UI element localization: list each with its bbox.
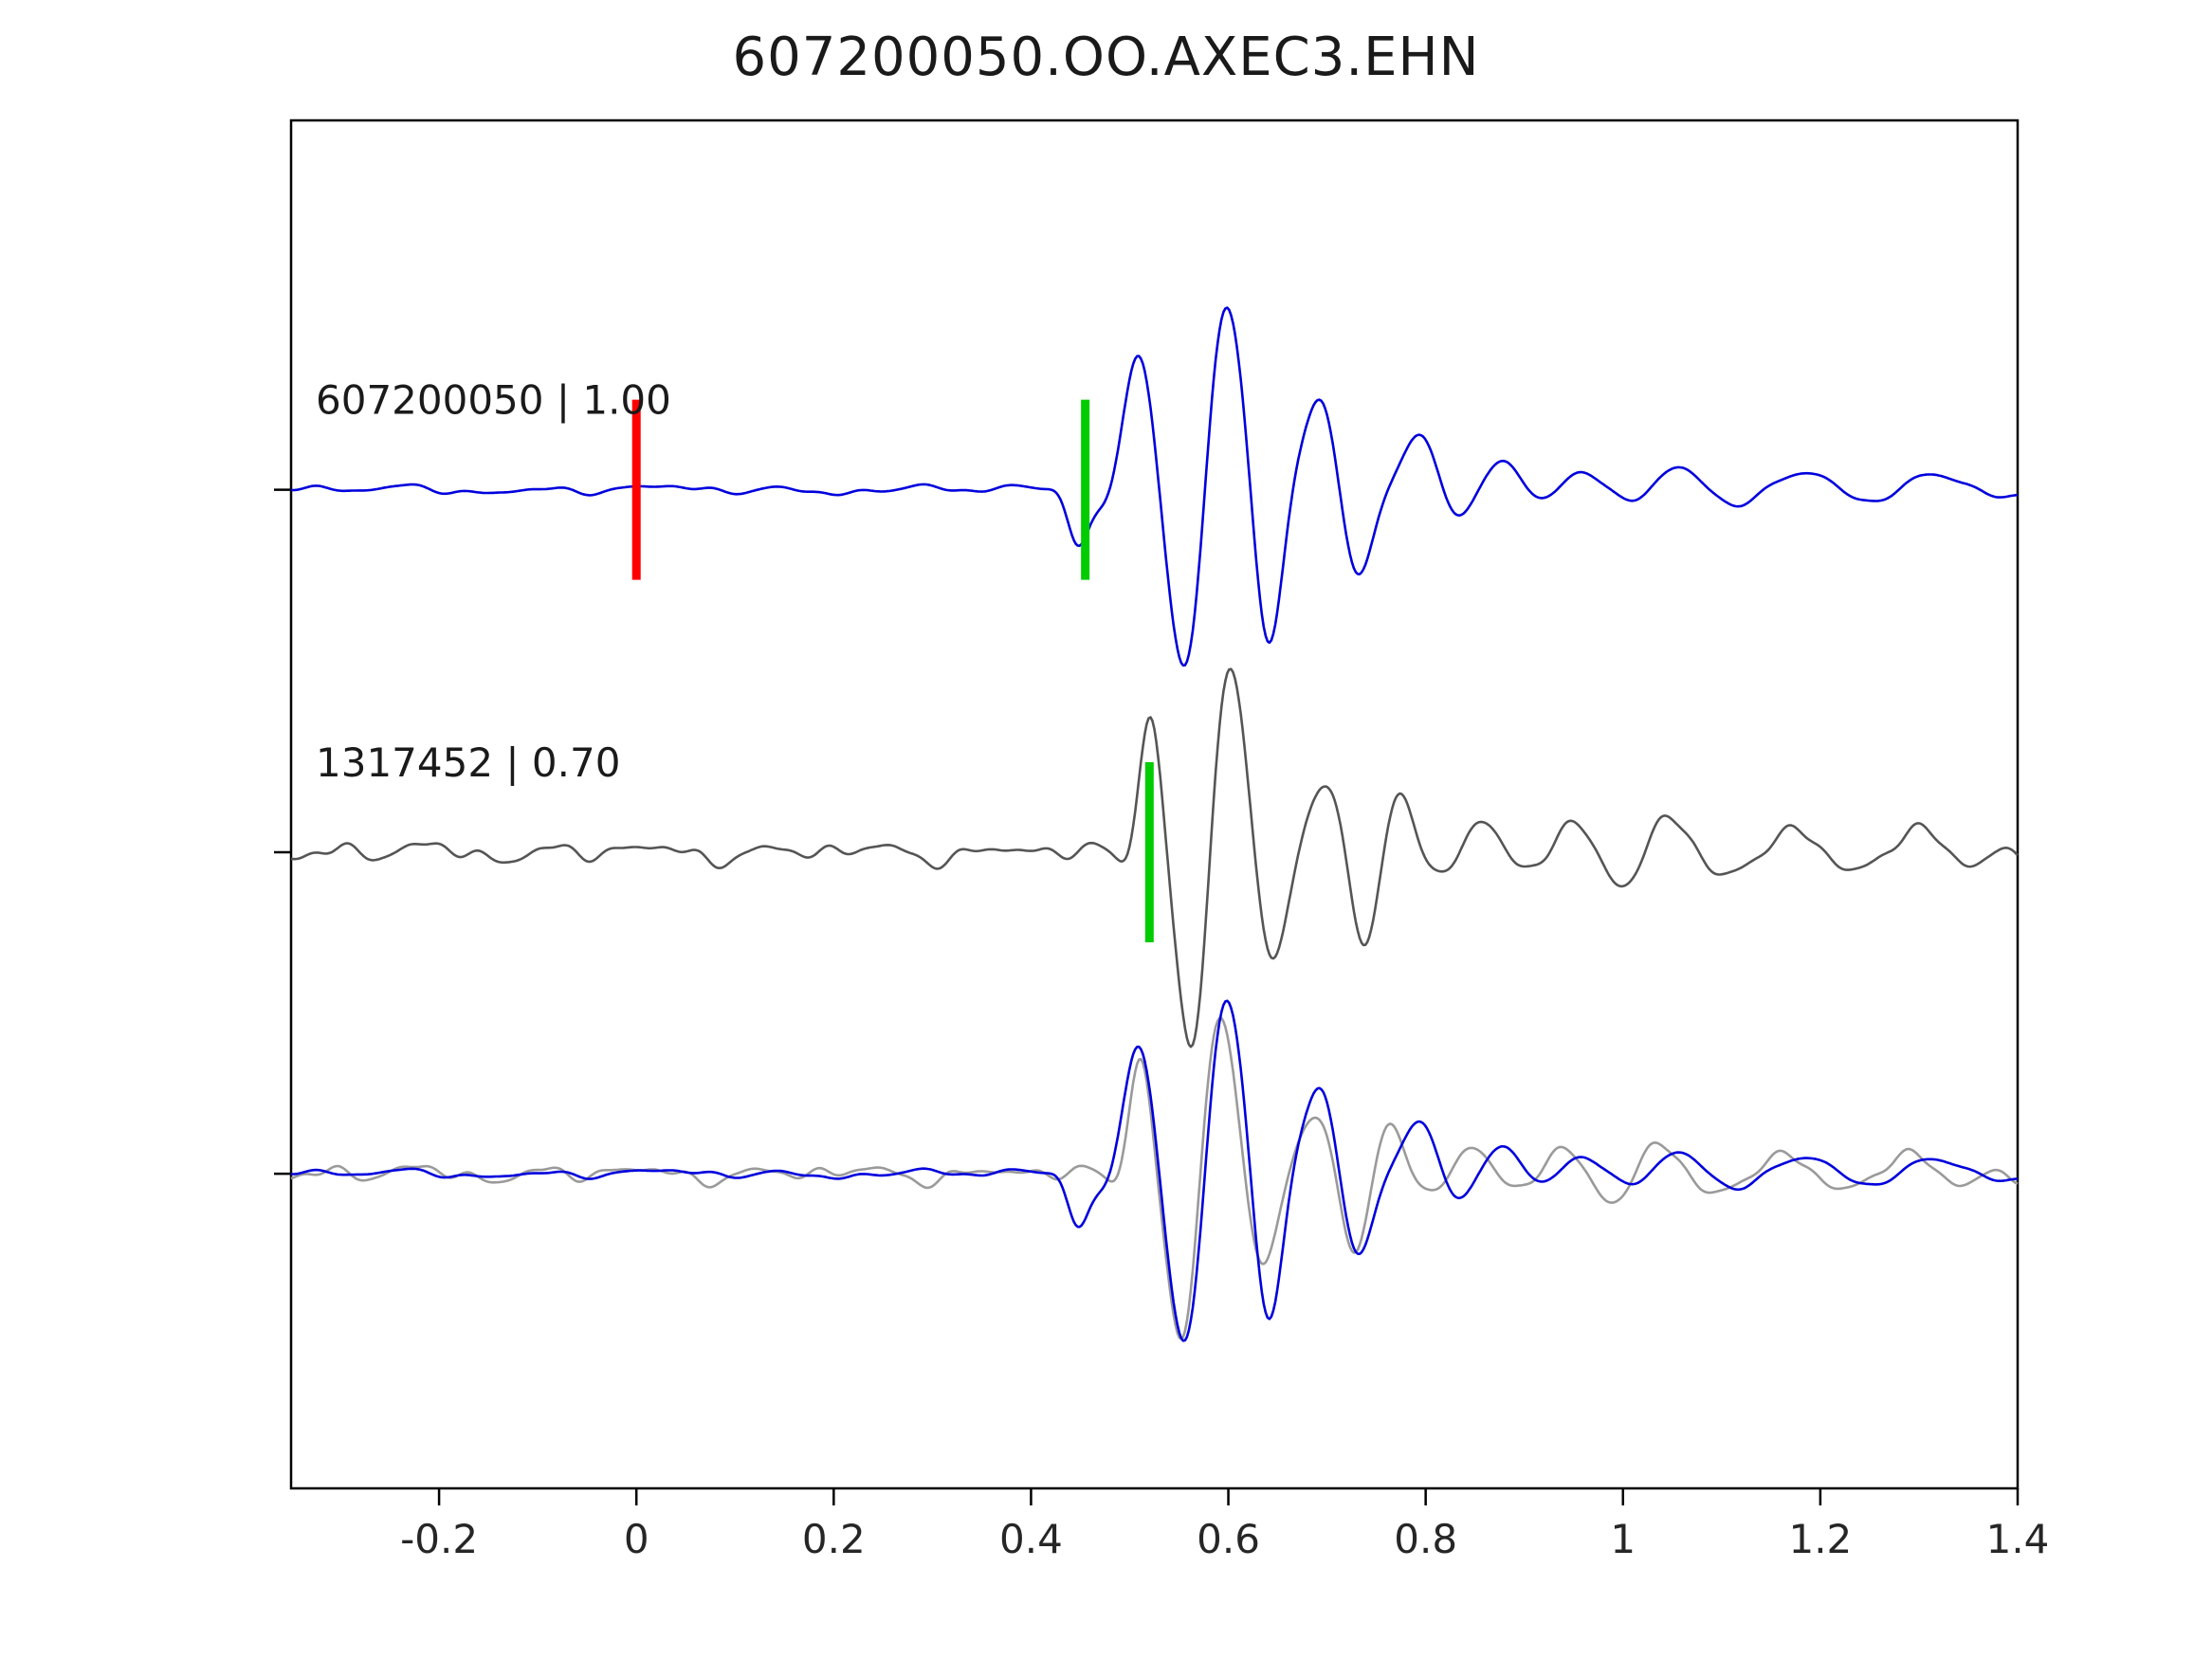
- chart-title: 607200050.OO.AXEC3.EHN: [732, 27, 1480, 88]
- overlay-blue-trace-waveform: [290, 999, 2019, 1342]
- match-trace-label: 1317452 | 0.70: [316, 739, 620, 786]
- x-tick-label: 0.2: [802, 1516, 866, 1562]
- x-tick-label: 1: [1610, 1516, 1636, 1562]
- x-tick-label: 0.4: [999, 1516, 1063, 1562]
- x-tick-label: 1.4: [1986, 1516, 2050, 1562]
- reference-trace-label: 607200050 | 1.00: [316, 377, 671, 424]
- x-tick-label: 0.6: [1197, 1516, 1260, 1562]
- match-trace-waveform: [290, 667, 2019, 1048]
- x-tick-label: 0.8: [1394, 1516, 1457, 1562]
- x-tick-label: 1.2: [1788, 1516, 1852, 1562]
- x-tick-label: 0: [624, 1516, 649, 1562]
- x-tick-label: -0.2: [400, 1516, 478, 1562]
- axes-frame: [289, 118, 2020, 1490]
- reference-trace-waveform: [290, 306, 2019, 667]
